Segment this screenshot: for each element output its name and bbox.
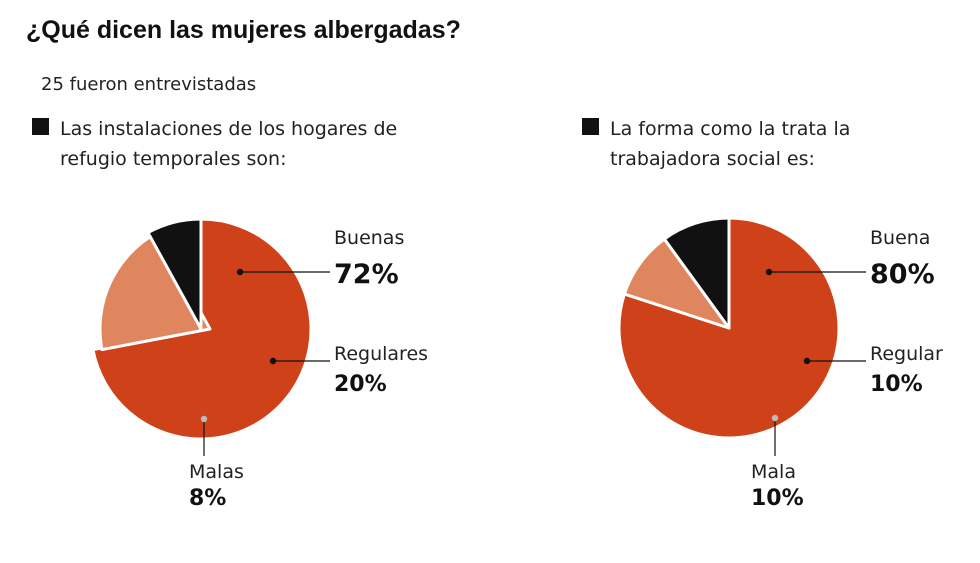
pie-2-value-regular: 10% xyxy=(870,372,923,397)
panel-2-question-line: trabajadora social es: xyxy=(610,148,815,170)
chart-title: ¿Qué dicen las mujeres albergadas? xyxy=(26,16,461,44)
bullet-square-icon xyxy=(582,118,599,135)
pie-1-label-regulares: Regulares xyxy=(334,343,428,365)
pie-2-value-mala: 10% xyxy=(751,486,804,511)
pie-1-leader-dot xyxy=(269,357,277,365)
pie-2-label-regular: Regular xyxy=(870,343,943,365)
panel-1-question-text: Las instalaciones de los hogares de refu… xyxy=(60,114,397,174)
pie-2-slice-mala xyxy=(662,216,731,330)
pie-2-label-buena: Buena xyxy=(870,227,930,249)
bullet-square-icon xyxy=(32,118,49,135)
pie-1-label-buenas: Buenas xyxy=(334,227,404,249)
panel-1-question-line: refugio temporales son: xyxy=(60,148,287,170)
pie-2-leader-dot xyxy=(771,414,779,422)
pie-1-slice-regulares xyxy=(98,231,212,352)
pie-2-value-buena: 80% xyxy=(870,259,935,290)
pie-1-value-malas: 8% xyxy=(189,486,226,511)
pie-1-label-malas: Malas xyxy=(189,461,244,483)
pie-2-leader-dot xyxy=(803,357,811,365)
panel-2-question-text: La forma como la trata la trabajadora so… xyxy=(610,114,850,174)
pie-1-leader-dot xyxy=(200,415,208,423)
pie-2-label-mala: Mala xyxy=(751,461,796,483)
pie-1-value-regulares: 20% xyxy=(334,372,387,397)
pie-1-value-buenas: 72% xyxy=(334,259,399,290)
pie-2-leader-dot xyxy=(765,268,773,276)
pie-1-slice-malas xyxy=(146,217,203,331)
panel-1-question-line: Las instalaciones de los hogares de xyxy=(60,118,398,140)
chart-subtitle: 25 fueron entrevistadas xyxy=(41,74,257,95)
pie-1-leader-dot xyxy=(236,268,244,276)
panel-2-question-line: La forma como la trata la xyxy=(610,118,851,140)
